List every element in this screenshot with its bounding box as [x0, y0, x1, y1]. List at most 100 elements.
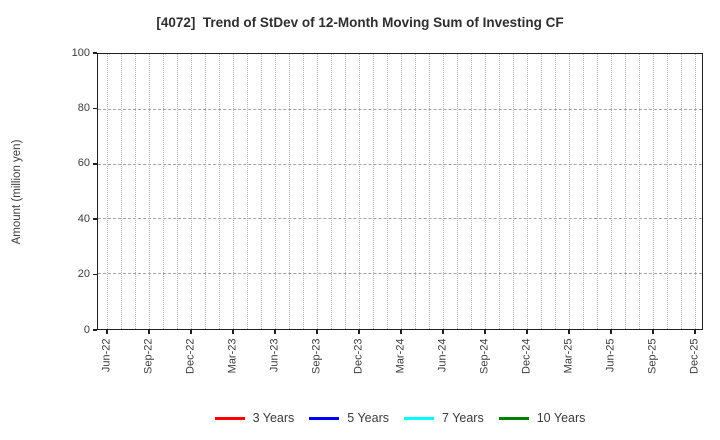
x-tick-label: Mar-23: [226, 338, 239, 373]
legend-item: 7 Years: [404, 411, 484, 425]
chart-title: [4072] Trend of StDev of 12-Month Moving…: [156, 15, 564, 30]
x-tick-mark: [232, 330, 234, 334]
gridline-vertical: [694, 54, 696, 329]
x-tick-mark: [694, 330, 696, 334]
gridline-vertical: [372, 54, 374, 329]
x-tick-mark: [652, 330, 654, 334]
x-tick-mark: [106, 330, 108, 334]
gridline-horizontal: [98, 108, 702, 110]
gridline-vertical: [232, 54, 234, 329]
y-tick-mark: [93, 163, 97, 165]
y-tick-mark: [93, 218, 97, 220]
plot-area: [97, 53, 703, 330]
gridline-vertical: [106, 54, 108, 329]
x-tick-label: Sep-23: [310, 338, 323, 374]
legend: 3 Years 5 Years 7 Years 10 Years: [97, 406, 703, 430]
y-tick-mark: [93, 329, 97, 331]
gridline-horizontal: [98, 218, 702, 220]
gridline-horizontal: [98, 273, 702, 275]
y-tick-label: 20: [77, 268, 90, 281]
x-tick-mark: [148, 330, 150, 334]
x-tick-mark: [568, 330, 570, 334]
gridline-vertical: [288, 54, 290, 329]
x-tick-mark: [526, 330, 528, 334]
x-tick-label: Sep-22: [142, 338, 155, 374]
x-tick-label: Dec-24: [520, 338, 533, 374]
gridline-vertical: [302, 54, 304, 329]
gridline-vertical: [680, 54, 682, 329]
gridline-vertical: [638, 54, 640, 329]
gridline-vertical: [512, 54, 514, 329]
gridline-vertical: [568, 54, 570, 329]
gridline-vertical: [176, 54, 178, 329]
gridline-vertical: [456, 54, 458, 329]
gridline-vertical: [582, 54, 584, 329]
gridline-vertical: [610, 54, 612, 329]
x-tick-label: Dec-23: [352, 338, 365, 374]
y-tick-label: 40: [77, 212, 90, 225]
x-tick-mark: [400, 330, 402, 334]
x-tick-mark: [190, 330, 192, 334]
y-tick-mark: [93, 107, 97, 110]
gridline-vertical: [470, 54, 472, 329]
legend-label: 3 Years: [252, 411, 295, 425]
x-tick-label: Mar-25: [562, 338, 575, 373]
legend-label: 5 Years: [347, 411, 390, 425]
x-tick-mark: [358, 330, 360, 334]
gridline-vertical: [400, 54, 402, 329]
gridline-vertical: [652, 54, 654, 329]
legend-line-swatch: [498, 416, 529, 420]
x-tick-label: Dec-25: [688, 338, 701, 374]
y-tick-label: 0: [83, 323, 90, 336]
x-tick-label: Dec-22: [184, 338, 197, 374]
x-tick-mark: [442, 330, 444, 334]
x-tick-mark: [484, 330, 486, 334]
gridline-vertical: [316, 54, 318, 329]
y-tick-label: 100: [71, 46, 90, 59]
legend-item: 10 Years: [498, 411, 586, 425]
gridline-vertical: [134, 54, 136, 329]
gridline-vertical: [358, 54, 360, 329]
legend-item: 3 Years: [214, 411, 295, 425]
y-tick-mark: [93, 273, 97, 276]
legend-line-swatch: [404, 416, 435, 420]
gridline-horizontal: [98, 163, 702, 165]
gridline-vertical: [624, 54, 626, 329]
gridline-vertical: [148, 54, 150, 329]
gridline-vertical: [204, 54, 206, 329]
gridline-vertical: [120, 54, 122, 329]
legend-label: 7 Years: [442, 411, 484, 425]
gridline-vertical: [330, 54, 332, 329]
legend-line-swatch: [214, 416, 245, 420]
gridline-vertical: [246, 54, 248, 329]
gridline-vertical: [484, 54, 486, 329]
x-tick-label: Sep-25: [646, 338, 659, 374]
gridline-vertical: [442, 54, 444, 329]
x-tick-label: Jun-22: [100, 338, 113, 372]
x-tick-label: Jun-23: [268, 338, 281, 372]
gridline-vertical: [526, 54, 528, 329]
legend-label: 10 Years: [536, 411, 586, 425]
gridline-vertical: [386, 54, 388, 329]
y-tick-label: 60: [77, 157, 90, 170]
gridline-vertical: [428, 54, 430, 329]
y-tick-mark: [93, 52, 97, 54]
x-tick-mark: [316, 330, 318, 334]
gridline-vertical: [344, 54, 346, 329]
x-tick-mark: [610, 330, 612, 334]
gridline-vertical: [666, 54, 668, 329]
gridline-vertical: [596, 54, 598, 329]
gridline-vertical: [274, 54, 276, 329]
x-tick-label: Mar-24: [394, 338, 407, 373]
x-tick-mark: [274, 330, 276, 334]
gridline-vertical: [260, 54, 262, 329]
x-tick-label: Sep-24: [478, 338, 491, 374]
legend-item: 5 Years: [309, 411, 389, 425]
gridline-vertical: [190, 54, 192, 329]
gridline-vertical: [540, 54, 542, 329]
gridline-vertical: [414, 54, 416, 329]
gridline-vertical: [498, 54, 500, 329]
gridline-vertical: [218, 54, 220, 329]
y-axis-label: Amount (million yen): [11, 139, 23, 244]
